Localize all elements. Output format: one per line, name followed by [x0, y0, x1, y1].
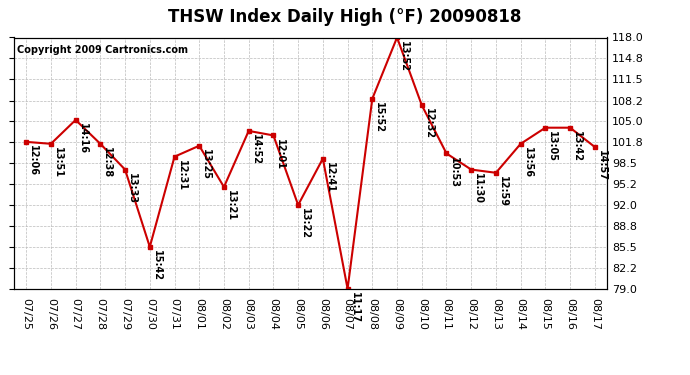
Text: THSW Index Daily High (°F) 20090818: THSW Index Daily High (°F) 20090818 [168, 8, 522, 26]
Text: 13:25: 13:25 [201, 149, 211, 180]
Text: 13:22: 13:22 [300, 208, 310, 239]
Text: 10:53: 10:53 [448, 157, 458, 188]
Text: 12:01: 12:01 [275, 139, 286, 170]
Text: 14:52: 14:52 [250, 134, 261, 165]
Text: 12:41: 12:41 [325, 162, 335, 193]
Text: 12:06: 12:06 [28, 145, 38, 176]
Text: 12:59: 12:59 [498, 176, 508, 207]
Text: 13:33: 13:33 [127, 173, 137, 204]
Text: 11:17: 11:17 [350, 292, 359, 323]
Text: 13:56: 13:56 [522, 147, 533, 178]
Text: 11:30: 11:30 [473, 173, 483, 204]
Text: 12:31: 12:31 [177, 160, 186, 191]
Text: Copyright 2009 Cartronics.com: Copyright 2009 Cartronics.com [17, 45, 188, 55]
Text: 12:38: 12:38 [102, 147, 112, 178]
Text: 14:16: 14:16 [77, 123, 88, 154]
Text: 12:32: 12:32 [424, 108, 434, 140]
Text: 13:42: 13:42 [572, 131, 582, 162]
Text: 15:42: 15:42 [152, 250, 161, 281]
Text: 15:52: 15:52 [374, 102, 384, 133]
Text: 13:21: 13:21 [226, 190, 236, 221]
Text: 13:52: 13:52 [399, 41, 409, 72]
Text: 13:05: 13:05 [547, 131, 558, 162]
Text: 13:51: 13:51 [53, 147, 63, 178]
Text: 14:57: 14:57 [597, 150, 607, 181]
